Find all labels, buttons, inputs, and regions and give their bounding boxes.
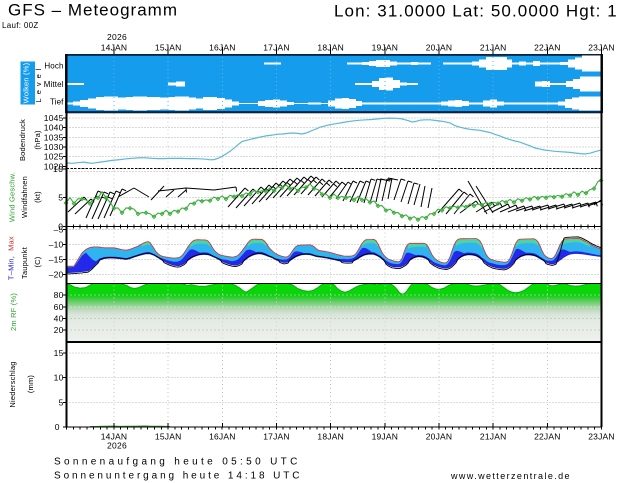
svg-text:(mm): (mm): [26, 375, 35, 394]
svg-text:17JAN: 17JAN: [263, 432, 290, 442]
svg-text:10: 10: [53, 164, 63, 174]
svg-text:16JAN: 16JAN: [209, 43, 236, 53]
svg-text:5: 5: [58, 193, 63, 203]
svg-text:1025: 1025: [44, 152, 64, 162]
svg-text:21JAN: 21JAN: [480, 43, 507, 53]
svg-text:0: 0: [58, 222, 63, 232]
svg-text:Niederschlag: Niederschlag: [8, 361, 17, 407]
svg-text:Bodendruck: Bodendruck: [18, 119, 27, 161]
svg-text:1020: 1020: [44, 161, 64, 171]
svg-text:14JAN: 14JAN: [101, 432, 128, 442]
svg-text:16JAN: 16JAN: [209, 432, 236, 442]
svg-text:15JAN: 15JAN: [155, 432, 182, 442]
svg-text:Lon: 31.0000 Lat: 50.0000 Hgt:: Lon: 31.0000 Lat: 50.0000 Hgt: 1: [334, 1, 618, 20]
svg-text:Max: Max: [7, 236, 16, 251]
svg-text:14JAN: 14JAN: [101, 43, 128, 53]
svg-text:20: 20: [54, 325, 64, 335]
svg-text:60: 60: [54, 302, 64, 312]
svg-text:5: 5: [59, 397, 64, 407]
svg-text:–5: –5: [54, 225, 64, 235]
svg-text:Sonnenaufgang heute 05:50 UTC: Sonnenaufgang heute 05:50 UTC: [54, 457, 301, 468]
svg-text:22JAN: 22JAN: [534, 43, 561, 53]
svg-text:Windfahnen: Windfahnen: [20, 176, 29, 218]
svg-text:23JAN: 23JAN: [588, 43, 615, 53]
svg-text:–10: –10: [49, 240, 64, 250]
svg-text:GFS – Meteogramm: GFS – Meteogramm: [8, 1, 178, 20]
svg-text:1045: 1045: [44, 113, 64, 123]
svg-text:2m RF (%): 2m RF (%): [9, 293, 18, 331]
svg-text:15: 15: [54, 348, 64, 358]
svg-text:22JAN: 22JAN: [534, 432, 561, 442]
svg-text:2026: 2026: [107, 32, 127, 42]
svg-text:Wolken (%): Wolken (%): [22, 62, 31, 103]
svg-text:Taupunkt: Taupunkt: [20, 246, 29, 279]
svg-text:40: 40: [54, 313, 64, 323]
svg-text:Lauf: 00Z: Lauf: 00Z: [2, 21, 39, 30]
svg-text:Level: Level: [34, 65, 43, 103]
svg-text:Tief: Tief: [50, 98, 64, 107]
svg-text:10: 10: [54, 373, 64, 383]
svg-text:80: 80: [54, 290, 64, 300]
svg-text:T–Min,: T–Min,: [7, 256, 16, 280]
svg-text:18JAN: 18JAN: [317, 432, 344, 442]
svg-text:20JAN: 20JAN: [426, 43, 453, 53]
svg-text:Hoch: Hoch: [44, 62, 63, 71]
svg-text:20JAN: 20JAN: [426, 432, 453, 442]
svg-text:Wind Geschw.: Wind Geschw.: [8, 172, 17, 222]
svg-text:1035: 1035: [44, 132, 64, 142]
svg-text:21JAN: 21JAN: [480, 432, 507, 442]
svg-text:www.wetterzentrale.de: www.wetterzentrale.de: [450, 471, 571, 481]
svg-text:Mittel: Mittel: [44, 80, 64, 89]
svg-text:1040: 1040: [44, 123, 64, 133]
svg-text:0: 0: [55, 422, 60, 432]
svg-text:(kt): (kt): [33, 191, 42, 203]
svg-text:19JAN: 19JAN: [372, 43, 399, 53]
svg-text:–20: –20: [49, 270, 64, 280]
svg-text:19JAN: 19JAN: [372, 432, 399, 442]
svg-text:(C): (C): [33, 256, 42, 267]
svg-text:23JAN: 23JAN: [588, 432, 615, 442]
svg-text:Sonnenuntergang heute 14:18 UT: Sonnenuntergang heute 14:18 UTC: [54, 471, 302, 482]
svg-text:(hPa): (hPa): [33, 130, 42, 150]
svg-text:–15: –15: [49, 255, 64, 265]
svg-text:2026: 2026: [107, 440, 127, 450]
svg-text:15JAN: 15JAN: [155, 43, 182, 53]
svg-text:18JAN: 18JAN: [317, 43, 344, 53]
svg-text:17JAN: 17JAN: [263, 43, 290, 53]
svg-text:1030: 1030: [44, 142, 64, 152]
